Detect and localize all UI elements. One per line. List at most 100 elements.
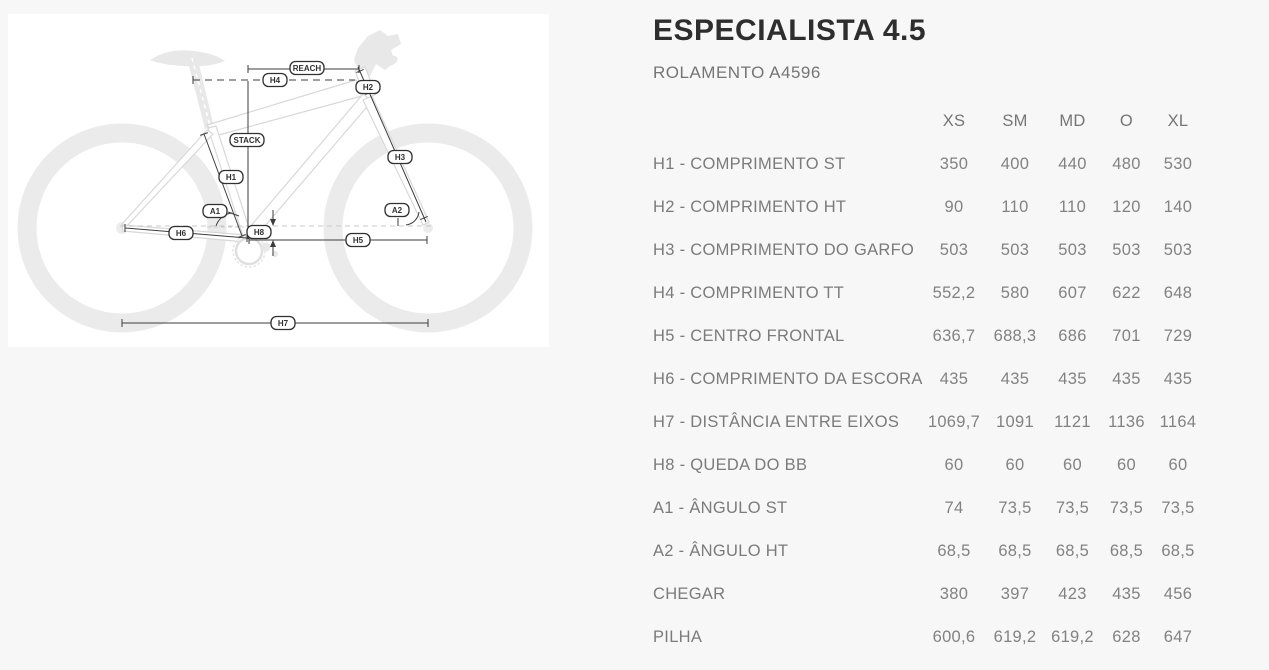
svg-text:H5: H5 (353, 236, 364, 245)
geometry-value: 628 (1112, 628, 1141, 646)
geometry-value: 380 (939, 585, 969, 603)
svg-text:H3: H3 (395, 153, 406, 162)
geometry-value: 68,5 (1055, 542, 1090, 560)
diagram-label-reach: REACH (289, 60, 325, 76)
geometry-value: 636,7 (932, 327, 976, 345)
geometry-value: 74 (944, 499, 964, 517)
geometry-value: 729 (1163, 327, 1193, 345)
diagram-label-stack: STACK (229, 132, 265, 148)
geometry-value: 73,5 (1161, 499, 1195, 517)
geometry-value: 530 (1163, 155, 1193, 173)
geometry-value: 1164 (1159, 413, 1197, 431)
geometry-value: 73,5 (998, 499, 1032, 517)
size-column-header: XS (942, 112, 966, 130)
diagram-label-a2: A2 (384, 202, 410, 218)
geometry-value: 435 (1000, 370, 1030, 388)
size-column-header: SM (1002, 112, 1028, 130)
diagram-label-h7: H7 (270, 315, 296, 331)
row-label: H4 - COMPRIMENTO TT (653, 284, 845, 302)
svg-text:H7: H7 (278, 319, 289, 328)
geometry-value: 580 (1000, 284, 1030, 302)
geometry-value: 552,2 (932, 284, 976, 302)
diagram-label-h3: H3 (387, 149, 413, 165)
svg-text:REACH: REACH (293, 64, 322, 73)
geometry-value: 1136 (1108, 413, 1145, 431)
geometry-value: 435 (1112, 370, 1141, 388)
bike-geometry-diagram: REACH H4 H2 STACK H3 H1 A1 A2 H6 H8 H5 H7 (17, 30, 533, 333)
geometry-value: 400 (1000, 155, 1030, 173)
geometry-value: 60 (1005, 456, 1025, 474)
diagram-label-h2: H2 (355, 79, 381, 95)
row-label: A1 - ÂNGULO ST (653, 499, 788, 517)
geometry-value: 619,2 (993, 628, 1037, 646)
row-label: A2 - ÂNGULO HT (653, 542, 789, 560)
geometry-value: 648 (1163, 284, 1193, 302)
wheel-icons (17, 123, 533, 333)
svg-text:STACK: STACK (234, 136, 261, 145)
geometry-value: 1069,7 (927, 413, 981, 431)
geometry-value: 480 (1112, 155, 1141, 173)
geometry-value: 686 (1058, 327, 1087, 345)
geometry-value: 140 (1163, 198, 1193, 216)
geometry-value: 503 (1112, 241, 1141, 259)
page-title: ESPECIALISTA 4.5 (653, 14, 927, 47)
geometry-value: 435 (1163, 370, 1193, 388)
saddle-handlebar-icons (150, 30, 401, 129)
size-column-header: XL (1167, 112, 1189, 130)
row-label: H1 - COMPRIMENTO ST (653, 155, 846, 173)
geometry-value: 73,5 (1055, 499, 1090, 517)
row-label: CHEGAR (653, 585, 726, 603)
svg-text:H2: H2 (363, 83, 374, 92)
size-column-header: O (1119, 112, 1134, 130)
geometry-value: 440 (1058, 155, 1087, 173)
geometry-value: 647 (1163, 628, 1193, 646)
diagram-labels: REACH H4 H2 STACK H3 H1 A1 A2 H6 H8 H5 H7 (168, 60, 413, 331)
spec-panel: ESPECIALISTA 4.5 ROLAMENTO A4596 XS SM MD O… (653, 14, 1259, 659)
svg-text:A1: A1 (210, 207, 221, 216)
geometry-value: 435 (939, 370, 969, 388)
svg-text:H8: H8 (254, 228, 265, 237)
geometry-value: 60 (1117, 456, 1136, 474)
measurement-arrowheads (270, 219, 276, 247)
geometry-value: 350 (939, 155, 969, 173)
geometry-value: 68,5 (937, 542, 971, 560)
row-label: H8 - QUEDA DO BB (653, 456, 808, 474)
row-label: H6 - COMPRIMENTO DA ESCORA (653, 370, 923, 388)
geometry-value: 60 (944, 456, 964, 474)
geometry-value: 688,3 (993, 327, 1037, 345)
table-corner (653, 100, 923, 143)
diagram-panel: REACH H4 H2 STACK H3 H1 A1 A2 H6 H8 H5 H7 (8, 14, 549, 347)
geometry-value: 456 (1163, 585, 1193, 603)
geometry-value: 619,2 (1051, 628, 1094, 646)
geometry-value: 90 (944, 198, 964, 216)
measurement-lines (121, 65, 429, 327)
diagram-label-a1: A1 (202, 203, 228, 219)
geometry-value: 60 (1168, 456, 1188, 474)
row-label: H2 - COMPRIMENTO HT (653, 198, 847, 216)
diagram-label-h8: H8 (246, 224, 272, 240)
geometry-value: 503 (1058, 241, 1087, 259)
diagram-label-h1: H1 (218, 169, 244, 185)
row-label: H3 - COMPRIMENTO DO GARFO (653, 241, 915, 259)
geometry-value: 503 (1000, 241, 1030, 259)
page-subtitle: ROLAMENTO A4596 (653, 63, 821, 82)
geometry-value: 503 (939, 241, 969, 259)
svg-text:H1: H1 (226, 173, 237, 182)
geometry-value: 435 (1112, 585, 1141, 603)
diagram-label-h6: H6 (168, 225, 194, 241)
geometry-value: 701 (1112, 327, 1141, 345)
geometry-value: 622 (1112, 284, 1141, 302)
geometry-value: 1091 (996, 413, 1034, 431)
geometry-table: XS SM MD O XL H1 - COMPRIMENTO ST 350 400 440 480… (653, 100, 1259, 659)
row-label: PILHA (653, 628, 703, 646)
geometry-value: 68,5 (1109, 542, 1144, 560)
row-label: H5 - CENTRO FRONTAL (653, 327, 845, 345)
svg-text:A2: A2 (392, 206, 403, 215)
geometry-value: 397 (1000, 585, 1030, 603)
diagram-label-h4: H4 (262, 72, 288, 88)
geometry-value: 423 (1058, 585, 1087, 603)
geometry-value: 607 (1058, 284, 1087, 302)
geometry-value: 435 (1058, 370, 1087, 388)
diagram-label-h5: H5 (345, 232, 371, 248)
